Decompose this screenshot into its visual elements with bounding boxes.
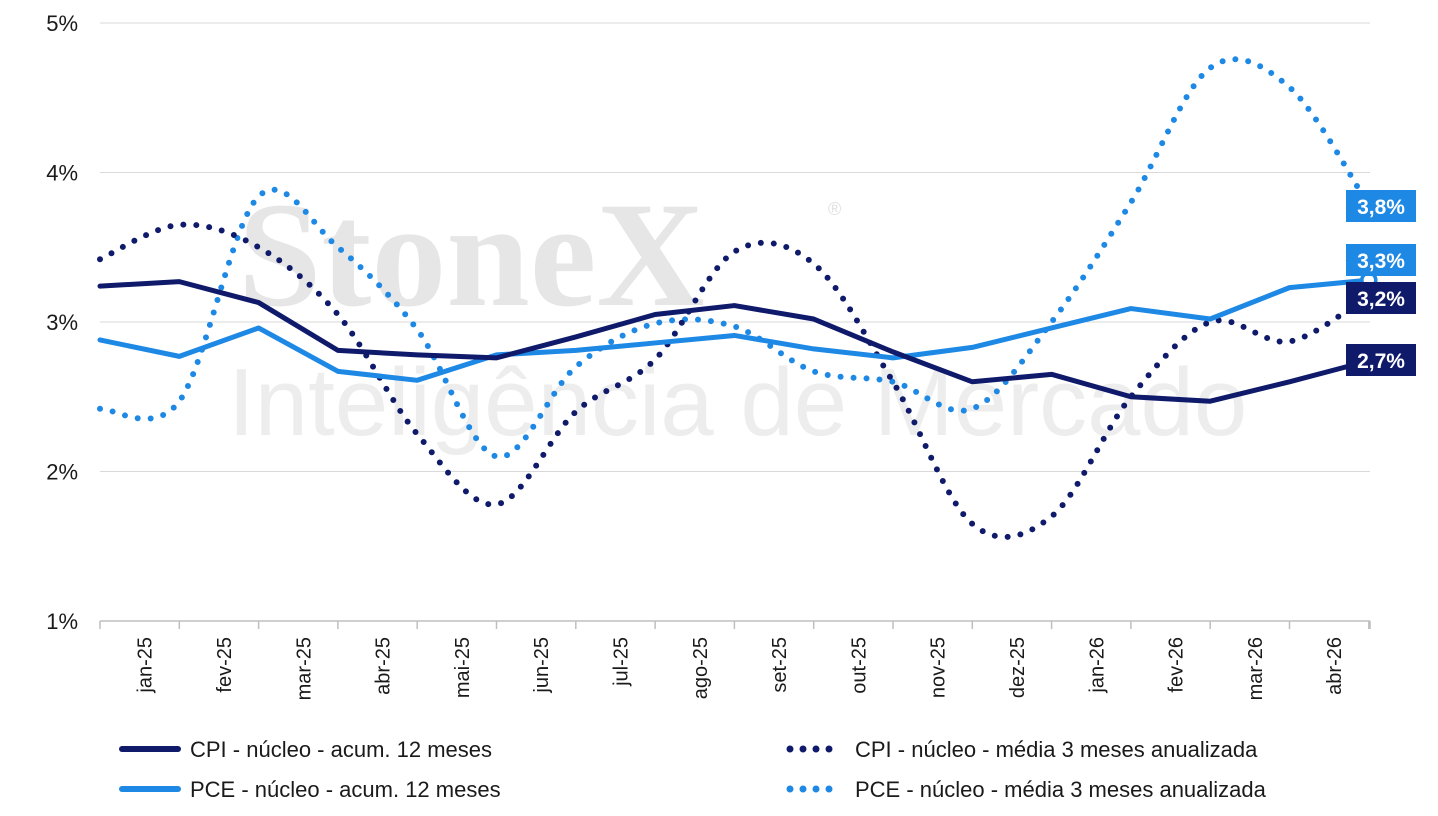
watermark: StoneX ® Inteligência de Mercado bbox=[228, 172, 1247, 456]
cpi-3m-line bbox=[97, 221, 1372, 540]
pce-3m-end-label: 3,8% bbox=[1357, 196, 1405, 219]
x-tick-label: jul-25 bbox=[610, 637, 632, 687]
end-labels: 2,7% 3,3% 3,2% 3,8% bbox=[1345, 190, 1416, 376]
cpi-12m-end-label: 2,7% bbox=[1357, 350, 1405, 373]
cpi-3m-end-label: 3,2% bbox=[1357, 288, 1405, 311]
pce-12m-end-label-box bbox=[1346, 244, 1416, 276]
legend-label: PCE - núcleo - acum. 12 meses bbox=[190, 777, 501, 802]
x-tick-label: jun-25 bbox=[531, 637, 553, 694]
pce-3m-line bbox=[97, 56, 1372, 460]
legend-label: CPI - núcleo - acum. 12 meses bbox=[190, 737, 492, 762]
cpi-3m-end-label-box bbox=[1346, 282, 1416, 314]
legend-pce-3m: PCE - núcleo - média 3 meses anualizada bbox=[786, 777, 1267, 802]
x-tick-label: abr-26 bbox=[1324, 637, 1346, 695]
watermark-tagline: Inteligência de Mercado bbox=[228, 349, 1247, 456]
series bbox=[97, 56, 1372, 540]
watermark-brand: StoneX bbox=[238, 172, 705, 338]
x-tick-label: ago-25 bbox=[690, 637, 712, 699]
x-tick-label: jan-26 bbox=[1086, 637, 1108, 694]
x-axis: jan-25 fev-25 mar-25 abr-25 mai-25 jun-25 jul-… bbox=[99, 620, 1371, 700]
x-tick-label: nov-25 bbox=[928, 637, 950, 698]
y-tick-label: 5% bbox=[46, 11, 78, 36]
y-tick-label: 2% bbox=[46, 460, 78, 485]
x-tick-label: out-25 bbox=[848, 637, 870, 694]
watermark-registered-mark: ® bbox=[828, 199, 841, 219]
pce-12m-line bbox=[97, 277, 1372, 383]
x-tick-label: mai-25 bbox=[452, 637, 474, 698]
x-tick-label: jan-25 bbox=[135, 637, 157, 694]
x-tick-label: mar-25 bbox=[293, 637, 315, 700]
x-tick-label: mar-26 bbox=[1245, 637, 1267, 700]
legend: CPI - núcleo - acum. 12 meses CPI - núcle… bbox=[119, 737, 1267, 802]
legend-pce-12m: PCE - núcleo - acum. 12 meses bbox=[119, 777, 501, 802]
legend-label: PCE - núcleo - média 3 meses anualizada bbox=[855, 777, 1267, 802]
cpi-12m-end-label-box bbox=[1346, 344, 1416, 376]
x-tick-label: set-25 bbox=[769, 637, 791, 693]
x-tick-label: dez-25 bbox=[1007, 637, 1029, 698]
y-axis-ticks: 1% 2% 3% 4% 5% bbox=[46, 11, 78, 634]
cpi-12m-line bbox=[97, 279, 1372, 404]
legend-cpi-3m: CPI - núcleo - média 3 meses anualizada bbox=[786, 737, 1258, 762]
grid bbox=[100, 22, 1370, 472]
y-tick-label: 1% bbox=[46, 609, 78, 634]
pce-12m-end-label: 3,3% bbox=[1357, 250, 1405, 273]
x-tick-label: fev-25 bbox=[214, 637, 236, 693]
x-tick-label: fev-26 bbox=[1166, 637, 1188, 693]
y-tick-label: 3% bbox=[46, 310, 78, 335]
x-tick-label: abr-25 bbox=[373, 637, 395, 695]
legend-cpi-12m: CPI - núcleo - acum. 12 meses bbox=[119, 737, 492, 762]
y-tick-label: 4% bbox=[46, 161, 78, 186]
legend-label: CPI - núcleo - média 3 meses anualizada bbox=[855, 737, 1258, 762]
pce-3m-end-label-box bbox=[1346, 190, 1416, 222]
